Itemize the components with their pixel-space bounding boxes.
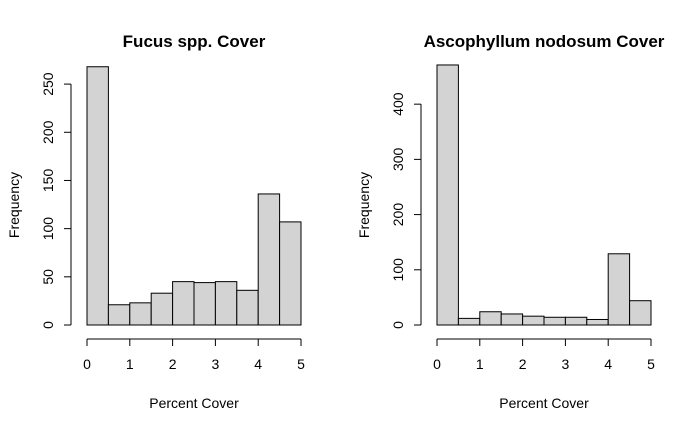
ascophyllum-bar-2 xyxy=(479,311,502,326)
ascophyllum-y-axis: 0 100 200 300 400 xyxy=(390,92,422,329)
ascophyllum-x-tick-label-5: 5 xyxy=(647,356,655,372)
ascophyllum-y-tick-label-1: 100 xyxy=(390,258,406,282)
ascophyllum-x-tick-label-3: 3 xyxy=(562,356,570,372)
fucus-x-tick-label-2: 2 xyxy=(169,356,177,372)
ascophyllum-x-tick-label-4: 4 xyxy=(604,356,612,372)
fucus-bar-2 xyxy=(129,302,152,326)
ascophyllum-x-axis: 0 1 2 3 4 5 xyxy=(433,338,655,372)
ascophyllum-x-tick-label-1: 1 xyxy=(476,356,484,372)
ascophyllum-bar-6 xyxy=(564,316,588,326)
ascophyllum-bars xyxy=(436,64,652,326)
fucus-x-tick-label-1: 1 xyxy=(126,356,134,372)
ascophyllum-bar-4 xyxy=(522,315,545,326)
ascophyllum-bar-1 xyxy=(457,317,481,326)
ascophyllum-bar-0 xyxy=(436,64,459,326)
ascophyllum-bar-8 xyxy=(607,253,631,326)
fucus-bar-7 xyxy=(236,289,259,326)
ascophyllum-ylabel: Frequency xyxy=(356,172,372,238)
fucus-bar-4 xyxy=(172,281,195,326)
fucus-y-tick-label-0: 0 xyxy=(40,321,56,329)
fucus-bar-5 xyxy=(193,282,216,326)
fucus-bars xyxy=(86,66,302,326)
fucus-bar-8 xyxy=(257,193,281,326)
fucus-y-tick-label-3: 150 xyxy=(40,169,56,193)
fucus-ylabel: Frequency xyxy=(6,172,22,238)
fucus-bar-6 xyxy=(214,281,238,326)
ascophyllum-y-tick-label-0: 0 xyxy=(390,321,406,329)
fucus-bar-0 xyxy=(86,66,109,326)
ascophyllum-y-tick-label-3: 300 xyxy=(390,147,406,171)
fucus-xlabel: Percent Cover xyxy=(149,395,239,411)
ascophyllum-title: Ascophyllum nodosum Cover xyxy=(424,32,665,51)
ascophyllum-bar-3 xyxy=(500,313,524,326)
ascophyllum-xlabel: Percent Cover xyxy=(499,395,589,411)
ascophyllum-y-tick-label-4: 400 xyxy=(390,92,406,116)
fucus-bar-9 xyxy=(279,221,302,326)
fucus-title: Fucus spp. Cover xyxy=(123,32,266,51)
fucus-x-tick-label-5: 5 xyxy=(297,356,305,372)
fucus-panel: Fucus spp. Cover Percent Cover Frequency… xyxy=(6,32,305,411)
fucus-y-tick-label-1: 50 xyxy=(40,269,56,285)
ascophyllum-bar-9 xyxy=(629,300,652,326)
ascophyllum-x-tick-label-0: 0 xyxy=(433,356,441,372)
fucus-x-tick-label-3: 3 xyxy=(212,356,220,372)
fucus-bar-1 xyxy=(107,304,131,326)
ascophyllum-panel: Ascophyllum nodosum Cover Percent Cover … xyxy=(356,32,665,411)
fucus-x-axis: 0 1 2 3 4 5 xyxy=(83,338,305,372)
fucus-bar-3 xyxy=(150,292,174,326)
fucus-x-tick-label-4: 4 xyxy=(254,356,262,372)
ascophyllum-bar-7 xyxy=(586,318,609,326)
fucus-y-axis: 0 50 100 150 200 250 xyxy=(40,72,72,329)
fucus-y-tick-label-4: 200 xyxy=(40,120,56,144)
fucus-y-tick-label-2: 100 xyxy=(40,217,56,241)
ascophyllum-x-tick-label-2: 2 xyxy=(519,356,527,372)
ascophyllum-y-tick-label-2: 200 xyxy=(390,203,406,227)
ascophyllum-bar-5 xyxy=(543,316,566,326)
fucus-x-tick-label-0: 0 xyxy=(83,356,91,372)
fucus-y-tick-label-5: 250 xyxy=(40,72,56,96)
